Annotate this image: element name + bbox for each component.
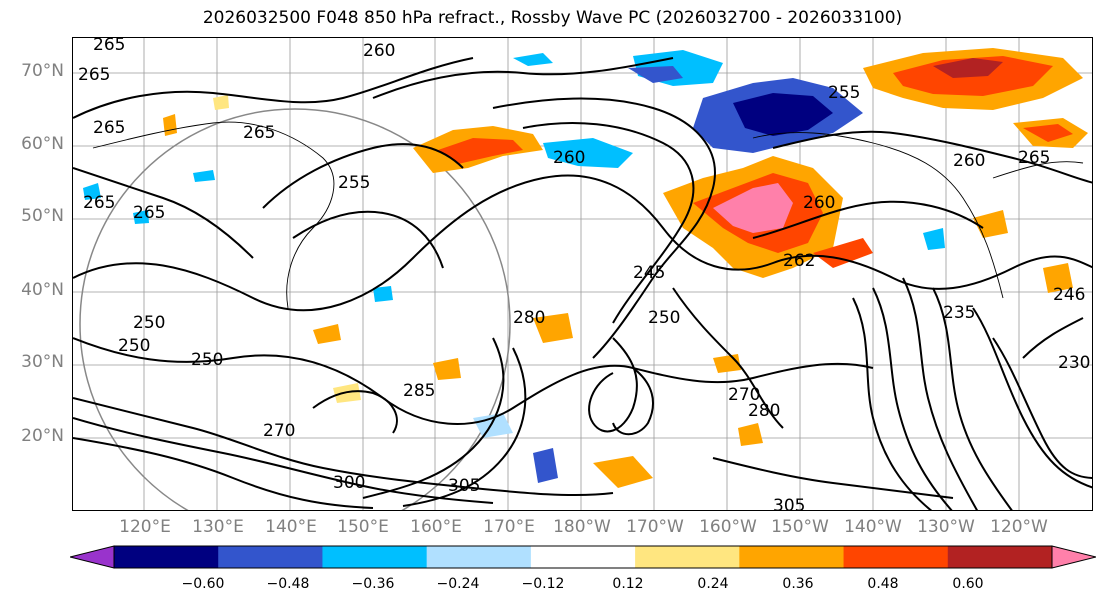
lat-label-20n: 20°N [21, 426, 64, 446]
contour-label-group: 265 260 265 265 265 255 260 255 265 260 … [78, 38, 1090, 511]
colorbar-extend-low [70, 546, 114, 568]
contour-label: 255 [828, 83, 860, 103]
region-circle [79, 108, 511, 510]
contour-label: 250 [648, 308, 680, 328]
contour-label: 265 [1018, 148, 1050, 168]
lon-label-150e: 150°E [337, 517, 389, 537]
graticule [73, 38, 1092, 510]
contour-label: 265 [243, 123, 275, 143]
lon-label-150w: 150°W [771, 517, 829, 537]
lon-label-180w: 180°W [553, 517, 611, 537]
contour-label: 265 [93, 38, 125, 55]
contour-label: 260 [363, 41, 395, 61]
contour-label: 270 [728, 385, 760, 405]
contour-label: 265 [78, 65, 110, 85]
contour-lines [73, 57, 1092, 510]
lon-label-140w: 140°W [844, 517, 902, 537]
colorbar-segment [947, 546, 1053, 568]
contour-label: 260 [803, 193, 835, 213]
colorbar-tick: 0.36 [782, 576, 814, 592]
map-panel: 265 260 265 265 265 255 260 255 265 260 … [72, 37, 1093, 511]
lat-label-70n: 70°N [21, 61, 64, 81]
lon-label-130w: 130°W [917, 517, 975, 537]
colorbar-segment [114, 546, 219, 568]
colorbar-segment [635, 546, 740, 568]
colorbar-tick: 0.24 [697, 576, 729, 592]
colorbar-tick: −0.48 [266, 576, 310, 592]
contour-label: 305 [448, 476, 480, 496]
positive-shading [163, 48, 1088, 488]
lon-label-170e: 170°E [483, 517, 535, 537]
colorbar-tick: −0.36 [351, 576, 395, 592]
contour-label: 280 [748, 401, 780, 421]
colorbar [70, 545, 1096, 569]
contour-label: 265 [133, 203, 165, 223]
coastlines [92, 121, 1084, 309]
contour-label: 230 [1058, 353, 1090, 373]
contour-label: 235 [943, 303, 975, 323]
negative-shading [83, 50, 945, 483]
colorbar-segment [218, 546, 323, 568]
colorbar-tick: 0.12 [612, 576, 644, 592]
colorbar-tick: −0.60 [181, 576, 225, 592]
colorbar-extend-high [1052, 546, 1096, 568]
contour-label: 255 [338, 173, 370, 193]
colorbar-segment [739, 546, 845, 568]
lat-label-50n: 50°N [21, 206, 64, 226]
contour-label: 285 [403, 381, 435, 401]
colorbar-segments [114, 546, 1053, 568]
map-canvas: 265 260 265 265 265 255 260 255 265 260 … [73, 38, 1092, 511]
lon-label-130e: 130°E [192, 517, 244, 537]
contour-label: 250 [118, 336, 150, 356]
lon-label-160e: 160°E [410, 517, 462, 537]
colorbar-segment [426, 546, 532, 568]
contour-label: 260 [553, 148, 585, 168]
map-title: 2026032500 F048 850 hPa refract., Rossby… [202, 8, 903, 28]
lat-label-40n: 40°N [21, 280, 64, 300]
lon-label-120w: 120°W [990, 517, 1048, 537]
lon-label-120e: 120°E [119, 517, 171, 537]
contour-label: 246 [1053, 285, 1085, 305]
contour-label: 270 [263, 421, 295, 441]
colorbar-tick: −0.24 [436, 576, 480, 592]
contour-label: 260 [953, 151, 985, 171]
colorbar-segment [843, 546, 949, 568]
contour-label: 265 [83, 193, 115, 213]
contour-label: 250 [191, 350, 223, 370]
contour-label: 305 [773, 496, 805, 511]
contour-label: 300 [333, 473, 365, 493]
colorbar-low-outline [70, 545, 115, 569]
lon-label-170w: 170°W [626, 517, 684, 537]
lon-label-160w: 160°W [699, 517, 757, 537]
lat-label-60n: 60°N [21, 134, 64, 154]
colorbar-tick: 0.48 [867, 576, 899, 592]
colorbar-segment [530, 546, 636, 568]
lon-label-140e: 140°E [265, 517, 317, 537]
contour-label: 262 [783, 251, 815, 271]
colorbar-high-outline [1051, 545, 1096, 569]
colorbar-tick: −0.12 [521, 576, 565, 592]
colorbar-segment [322, 546, 428, 568]
contour-label: 280 [513, 308, 545, 328]
contour-label: 265 [93, 118, 125, 138]
contour-label: 245 [633, 263, 665, 283]
contour-label: 250 [133, 313, 165, 333]
colorbar-tick: 0.60 [952, 576, 984, 592]
lat-label-30n: 30°N [21, 352, 64, 372]
